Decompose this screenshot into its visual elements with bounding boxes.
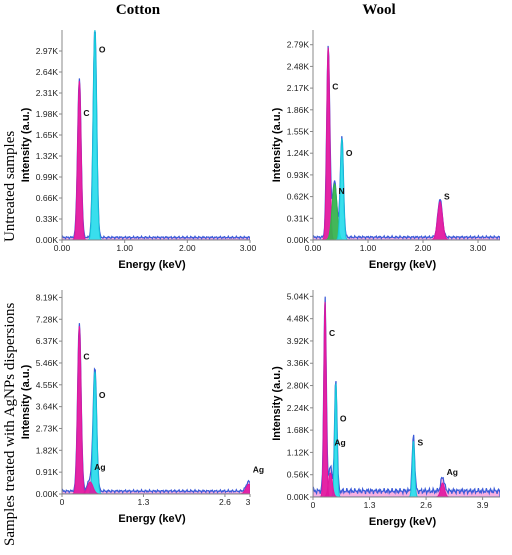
peak-s bbox=[408, 441, 419, 497]
y-tick-label: 5.04K bbox=[287, 291, 310, 301]
y-tick-label: 0.00K bbox=[287, 492, 310, 502]
peak-o bbox=[87, 29, 103, 240]
x-tick-label: 3.00 bbox=[470, 243, 487, 253]
spectrum-envelope bbox=[313, 296, 500, 497]
peak-label-n: N bbox=[339, 186, 345, 196]
y-tick-label: 1.12K bbox=[287, 447, 310, 457]
y-tick-label: 0.62K bbox=[287, 192, 310, 202]
y-tick-label: 1.55K bbox=[287, 127, 310, 137]
peak-label-c: C bbox=[83, 108, 89, 118]
y-tick-label: 7.28K bbox=[36, 314, 59, 324]
x-tick-label: 3.9 bbox=[477, 500, 489, 510]
x-tick-label: 1.00 bbox=[116, 243, 133, 253]
y-tick-label: 1.24K bbox=[287, 148, 310, 158]
x-tick-label: 0.00 bbox=[305, 243, 322, 253]
peak-label-ag: Ag bbox=[94, 462, 105, 472]
y-tick-label: 0.99K bbox=[36, 172, 59, 182]
peak-label-o: O bbox=[346, 148, 353, 158]
peak-label-c: C bbox=[332, 82, 338, 92]
y-tick-label: 1.68K bbox=[287, 425, 310, 435]
x-tick-label: 0.00 bbox=[54, 243, 71, 253]
peak-label-o: O bbox=[340, 413, 347, 423]
y-tick-label: 1.98K bbox=[36, 109, 59, 119]
x-tick-label: 2.6 bbox=[219, 497, 231, 507]
y-tick-label: 3.64K bbox=[36, 402, 59, 412]
y-tick-label: 0.66K bbox=[36, 193, 59, 203]
peak-label-c: C bbox=[329, 328, 335, 338]
y-tick-label: 1.86K bbox=[287, 105, 310, 115]
y-tick-label: 8.19K bbox=[36, 292, 59, 302]
y-tick-label: 2.31K bbox=[36, 88, 59, 98]
y-tick-label: 0.56K bbox=[287, 470, 310, 480]
peak-c bbox=[71, 80, 87, 240]
column-title-cotton: Cotton bbox=[115, 2, 161, 18]
peak-label-o: O bbox=[99, 390, 106, 400]
y-tick-label: 5.46K bbox=[36, 358, 59, 368]
peak-o bbox=[335, 138, 349, 240]
y-tick-label: 2.17K bbox=[287, 83, 310, 93]
y-tick-label: 2.80K bbox=[287, 381, 310, 391]
y-axis-label: Intensity (a.u.) bbox=[271, 366, 283, 441]
y-tick-label: 4.55K bbox=[36, 380, 59, 390]
y-tick-label: 1.65K bbox=[36, 130, 59, 140]
y-tick-label: 3.36K bbox=[287, 358, 310, 368]
x-tick-label: 1.3 bbox=[138, 497, 150, 507]
y-tick-label: 0.33K bbox=[36, 214, 59, 224]
y-tick-label: 2.79K bbox=[287, 40, 310, 50]
peak-label-s: S bbox=[417, 437, 423, 447]
y-tick-label: 6.37K bbox=[36, 336, 59, 346]
peak-label-s: S bbox=[444, 191, 450, 201]
y-tick-label: 0.31K bbox=[287, 213, 310, 223]
y-axis-label: Intensity (a.u.) bbox=[271, 107, 283, 182]
x-tick-label: 2.00 bbox=[179, 243, 196, 253]
x-tick-label: 3.00 bbox=[240, 243, 257, 253]
y-tick-label: 3.92K bbox=[287, 336, 310, 346]
x-tick-label: 0 bbox=[60, 497, 65, 507]
y-tick-label: 2.48K bbox=[287, 61, 310, 71]
y-tick-label: 0.91K bbox=[36, 467, 59, 477]
x-axis-label: Energy (keV) bbox=[118, 259, 186, 271]
peak-label-ag: Ag bbox=[253, 464, 264, 474]
axis-lines bbox=[312, 290, 500, 498]
y-tick-label: 1.32K bbox=[36, 151, 59, 161]
x-tick-label: 0 bbox=[311, 500, 316, 510]
peak-label-c: C bbox=[83, 352, 89, 362]
peak-label-o: O bbox=[99, 44, 106, 54]
x-tick-label: 2.00 bbox=[415, 243, 432, 253]
y-tick-label: 4.48K bbox=[287, 314, 310, 324]
y-tick-label: 0.00K bbox=[36, 235, 59, 245]
y-tick-label: 2.73K bbox=[36, 423, 59, 433]
x-axis-label: Energy (keV) bbox=[369, 516, 437, 528]
y-tick-label: 2.64K bbox=[36, 67, 59, 77]
y-tick-label: 2.24K bbox=[287, 403, 310, 413]
peak-label-ag: Ag bbox=[334, 437, 345, 447]
x-tick-label: 2.6 bbox=[420, 500, 432, 510]
column-title-wool: Wool bbox=[362, 2, 396, 18]
y-axis-label: Intensity (a.u.) bbox=[20, 364, 32, 439]
peak-label-ag: Ag bbox=[447, 467, 458, 477]
y-tick-label: 0.00K bbox=[287, 235, 310, 245]
x-tick-label: 1.3 bbox=[364, 500, 376, 510]
y-axis-label: Intensity (a.u.) bbox=[20, 107, 32, 182]
x-axis-label: Energy (keV) bbox=[369, 259, 437, 271]
x-axis-label: Energy (keV) bbox=[118, 513, 186, 525]
y-tick-label: 0.00K bbox=[36, 489, 59, 499]
y-tick-label: 2.97K bbox=[36, 46, 59, 56]
y-tick-label: 1.82K bbox=[36, 445, 59, 455]
y-tick-label: 0.93K bbox=[287, 170, 310, 180]
x-tick-label: 3 bbox=[246, 497, 251, 507]
x-tick-label: 1.00 bbox=[360, 243, 377, 253]
